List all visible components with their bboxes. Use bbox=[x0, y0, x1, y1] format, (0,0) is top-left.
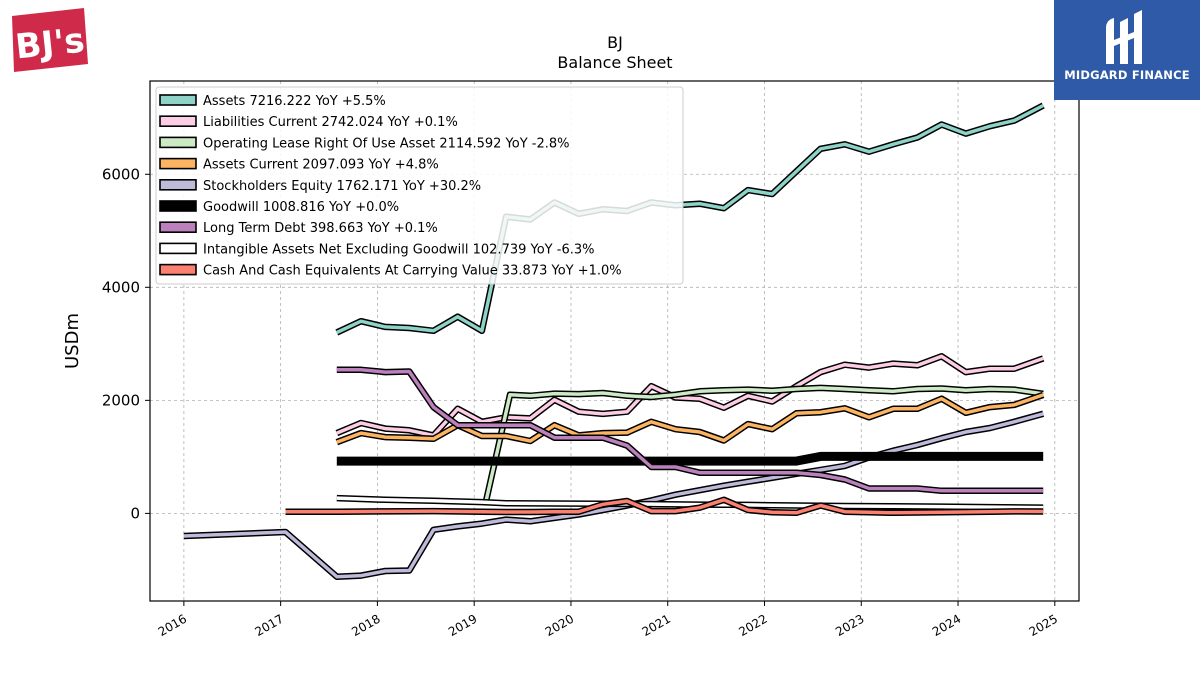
midgard-mark-icon bbox=[1106, 10, 1142, 64]
legend-entry: Liabilities Current 2742.024 YoY +0.1% bbox=[203, 115, 458, 130]
plot-frame bbox=[149, 80, 1080, 602]
series-line-cash-and-cash-equivalents-at-carrying-value bbox=[285, 498, 1044, 515]
legend-swatch bbox=[159, 179, 197, 191]
x-tick-label: 2024 bbox=[930, 612, 963, 639]
series-line-long-term-debt bbox=[336, 368, 1044, 493]
series-line-assets bbox=[336, 103, 1045, 335]
series-line-liabilities-current bbox=[336, 354, 1044, 438]
x-tick-label: 2022 bbox=[736, 612, 769, 639]
y-tick-label: 2000 bbox=[102, 391, 140, 409]
y-tick-label: 0 bbox=[130, 504, 140, 522]
series-line-intangible-assets-net-excluding-goodwill bbox=[336, 496, 1044, 510]
legend-swatch bbox=[159, 157, 197, 170]
chart-subtitle: Balance Sheet bbox=[557, 53, 672, 72]
x-tick-label: 2025 bbox=[1027, 612, 1060, 639]
x-tick-label: 2017 bbox=[252, 612, 285, 639]
legend-swatch bbox=[159, 263, 197, 276]
chart-title: BJ bbox=[607, 33, 623, 52]
series-line-operating-lease-right-of-use-asset bbox=[484, 386, 1044, 503]
x-tick-label: 2020 bbox=[543, 612, 576, 639]
midgard-finance-text: MIDGARD FINANCE bbox=[1064, 68, 1190, 82]
legend-entry: Goodwill 1008.816 YoY +0.0% bbox=[203, 200, 399, 215]
series-line-stockholders-equity bbox=[183, 412, 1044, 579]
series-outline-goodwill bbox=[336, 451, 1044, 466]
x-tick-label: 2016 bbox=[156, 612, 189, 639]
legend-swatch bbox=[159, 136, 197, 149]
legend-box bbox=[155, 86, 684, 285]
bjs-logo: BJ's bbox=[12, 8, 88, 72]
x-tick-label: 2023 bbox=[833, 612, 866, 639]
series-lines bbox=[183, 102, 1045, 580]
midgard-finance-logo: MIDGARD FINANCE bbox=[1054, 0, 1200, 100]
legend-entry: Assets 7216.222 YoY +5.5% bbox=[203, 94, 386, 109]
legend-entry: Operating Lease Right Of Use Asset 2114.… bbox=[203, 136, 570, 151]
legend-entry: Intangible Assets Net Excluding Goodwill… bbox=[203, 242, 594, 257]
legend: Assets 7216.222 YoY +5.5% Liabilities Cur… bbox=[155, 86, 684, 285]
legend-swatch bbox=[159, 94, 197, 106]
legend-entry: Assets Current 2097.093 YoY +4.8% bbox=[203, 158, 439, 173]
legend-swatch bbox=[159, 115, 197, 127]
legend-swatch bbox=[159, 200, 197, 212]
x-tick-label: 2018 bbox=[349, 612, 382, 639]
x-tick-label: 2021 bbox=[640, 612, 673, 639]
legend-entry: Long Term Debt 398.663 YoY +0.1% bbox=[203, 221, 438, 236]
y-tick-label: 4000 bbox=[102, 278, 140, 296]
legend-entry: Cash And Cash Equivalents At Carrying Va… bbox=[203, 264, 622, 279]
x-tick-label: 2019 bbox=[446, 612, 479, 639]
legend-swatch bbox=[159, 221, 197, 233]
series-line-assets-current bbox=[336, 393, 1044, 444]
bjs-logo-text: BJ's bbox=[13, 20, 86, 67]
y-tick-label: 6000 bbox=[102, 165, 140, 183]
legend-swatch bbox=[159, 242, 197, 255]
y-axis-label: USDm bbox=[62, 313, 83, 369]
legend-entry: Stockholders Equity 1762.171 YoY +30.2% bbox=[203, 179, 481, 194]
